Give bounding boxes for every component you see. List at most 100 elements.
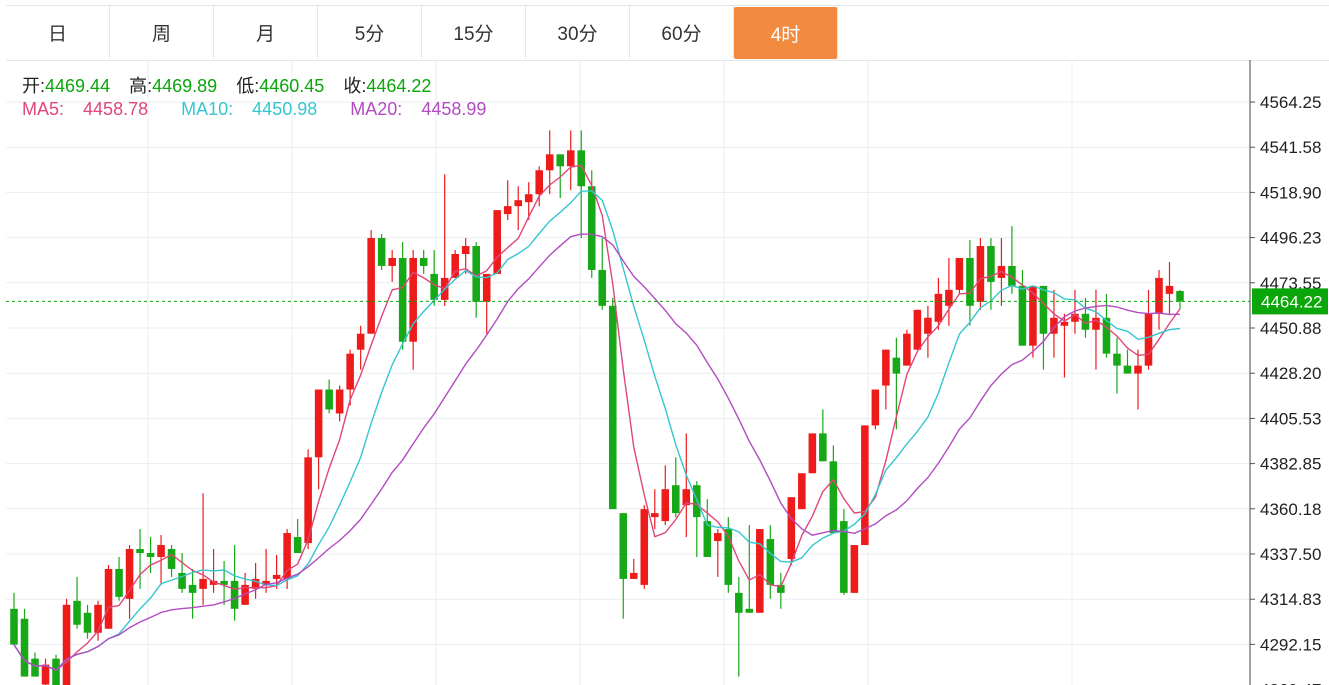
candle-body xyxy=(892,357,901,374)
candle-body xyxy=(524,194,533,203)
candle-body xyxy=(146,552,155,557)
candle-body xyxy=(566,150,575,167)
candle-body xyxy=(850,545,859,593)
candle-body xyxy=(945,289,953,306)
candle-body xyxy=(188,584,197,593)
ma20-label: MA20: xyxy=(350,99,403,119)
tab-5min[interactable]: 5分 xyxy=(318,6,422,58)
candle-body xyxy=(41,664,50,685)
candle-body xyxy=(1060,321,1069,326)
candle-body xyxy=(409,257,417,342)
ma5-value: 4458.78 xyxy=(83,99,149,119)
candle-body xyxy=(1123,365,1132,374)
candle-body xyxy=(1092,317,1100,330)
candle-body xyxy=(209,580,218,585)
candle-body xyxy=(672,485,680,514)
candle-body xyxy=(472,246,480,302)
ma20-value: 4458.99 xyxy=(421,99,487,119)
candle-body xyxy=(556,154,565,167)
candle-body xyxy=(829,461,838,534)
timeframe-tabs: 日 周 月 5分 15分 30分 60分 4时 xyxy=(6,5,1329,61)
candle-body xyxy=(913,309,922,350)
candle-body xyxy=(1008,265,1016,286)
high-value: 4469.89 xyxy=(152,76,218,96)
candle-body xyxy=(798,473,806,510)
candle-body xyxy=(882,349,890,386)
candle-body xyxy=(955,257,964,290)
current-price-tag xyxy=(1252,288,1328,315)
candle-body xyxy=(650,513,659,518)
candle-body xyxy=(377,238,386,266)
ma5-line xyxy=(13,164,1181,672)
candle-body xyxy=(304,457,312,544)
tab-30min[interactable]: 30分 xyxy=(526,6,630,58)
candle-body xyxy=(73,600,81,625)
tab-day[interactable]: 日 xyxy=(6,6,110,58)
candle-body xyxy=(419,257,428,266)
candle-body xyxy=(241,584,249,605)
candle-body xyxy=(1029,285,1037,346)
candle-body xyxy=(167,549,176,569)
candle-body xyxy=(31,658,39,677)
candle-body xyxy=(293,537,302,553)
candle-body xyxy=(325,389,333,410)
candle-body xyxy=(735,592,743,613)
candle-body xyxy=(94,604,102,633)
candle-body xyxy=(640,509,649,585)
ma20-readout: MA20: 4458.99 xyxy=(350,99,500,119)
candle-body xyxy=(756,529,764,613)
candle-body xyxy=(629,572,638,579)
candle-body xyxy=(283,533,291,579)
y-tick-label: 4428.20 xyxy=(1260,364,1321,383)
candle-body xyxy=(1039,285,1048,334)
ohlc-readout: 开:4469.44 高:4469.89 低:4460.45 收:4464.22 xyxy=(22,72,445,98)
candle-body xyxy=(220,580,228,585)
candle-body xyxy=(819,433,827,462)
candle-body xyxy=(840,521,848,593)
candle-body xyxy=(230,580,239,609)
candle-body xyxy=(1113,353,1121,366)
candle-body xyxy=(1081,313,1090,330)
candle-body xyxy=(1134,365,1142,374)
y-tick-label: 4541.58 xyxy=(1260,138,1321,157)
candle-body xyxy=(52,658,60,685)
y-tick-label: 4450.88 xyxy=(1260,319,1321,338)
candle-body xyxy=(808,433,817,474)
candle-body xyxy=(83,612,92,633)
ma5-readout: MA5: 4458.78 xyxy=(22,99,162,119)
y-tick-label: 4473.55 xyxy=(1260,274,1321,293)
tab-week[interactable]: 周 xyxy=(110,6,214,58)
candle-body xyxy=(514,200,522,207)
candle-body xyxy=(924,317,932,334)
ma-readout: MA5: 4458.78 MA10: 4450.98 MA20: 4458.99 xyxy=(22,99,514,120)
candle-body xyxy=(493,210,501,274)
tab-4hour[interactable]: 4时 xyxy=(734,7,838,59)
candle-body xyxy=(903,333,911,366)
candle-body xyxy=(587,186,596,270)
y-tick-label: 4496.23 xyxy=(1260,229,1321,248)
tab-month[interactable]: 月 xyxy=(214,6,318,58)
y-tick-label: 4564.25 xyxy=(1260,93,1321,112)
ma5-label: MA5: xyxy=(22,99,65,119)
ma10-value: 4450.98 xyxy=(252,99,318,119)
candle-body xyxy=(745,608,754,613)
tab-60min[interactable]: 60分 xyxy=(630,6,734,58)
candle-body xyxy=(724,529,733,585)
y-tick-label: 4518.90 xyxy=(1260,183,1321,202)
candle-body xyxy=(62,604,71,685)
candle-body xyxy=(1144,313,1153,366)
candle-body xyxy=(1102,317,1111,354)
tab-15min[interactable]: 15分 xyxy=(422,6,526,58)
candle-body xyxy=(787,497,796,559)
candle-body xyxy=(178,572,186,589)
candle-body xyxy=(714,533,722,542)
candle-body xyxy=(987,246,995,282)
candle-body xyxy=(388,257,396,266)
candle-body xyxy=(777,584,785,593)
candle-body xyxy=(966,257,974,306)
candle-body xyxy=(314,389,323,458)
close-value: 4464.22 xyxy=(366,76,432,96)
candle-body xyxy=(251,578,260,589)
candle-body xyxy=(503,206,512,215)
candle-body xyxy=(199,578,207,589)
